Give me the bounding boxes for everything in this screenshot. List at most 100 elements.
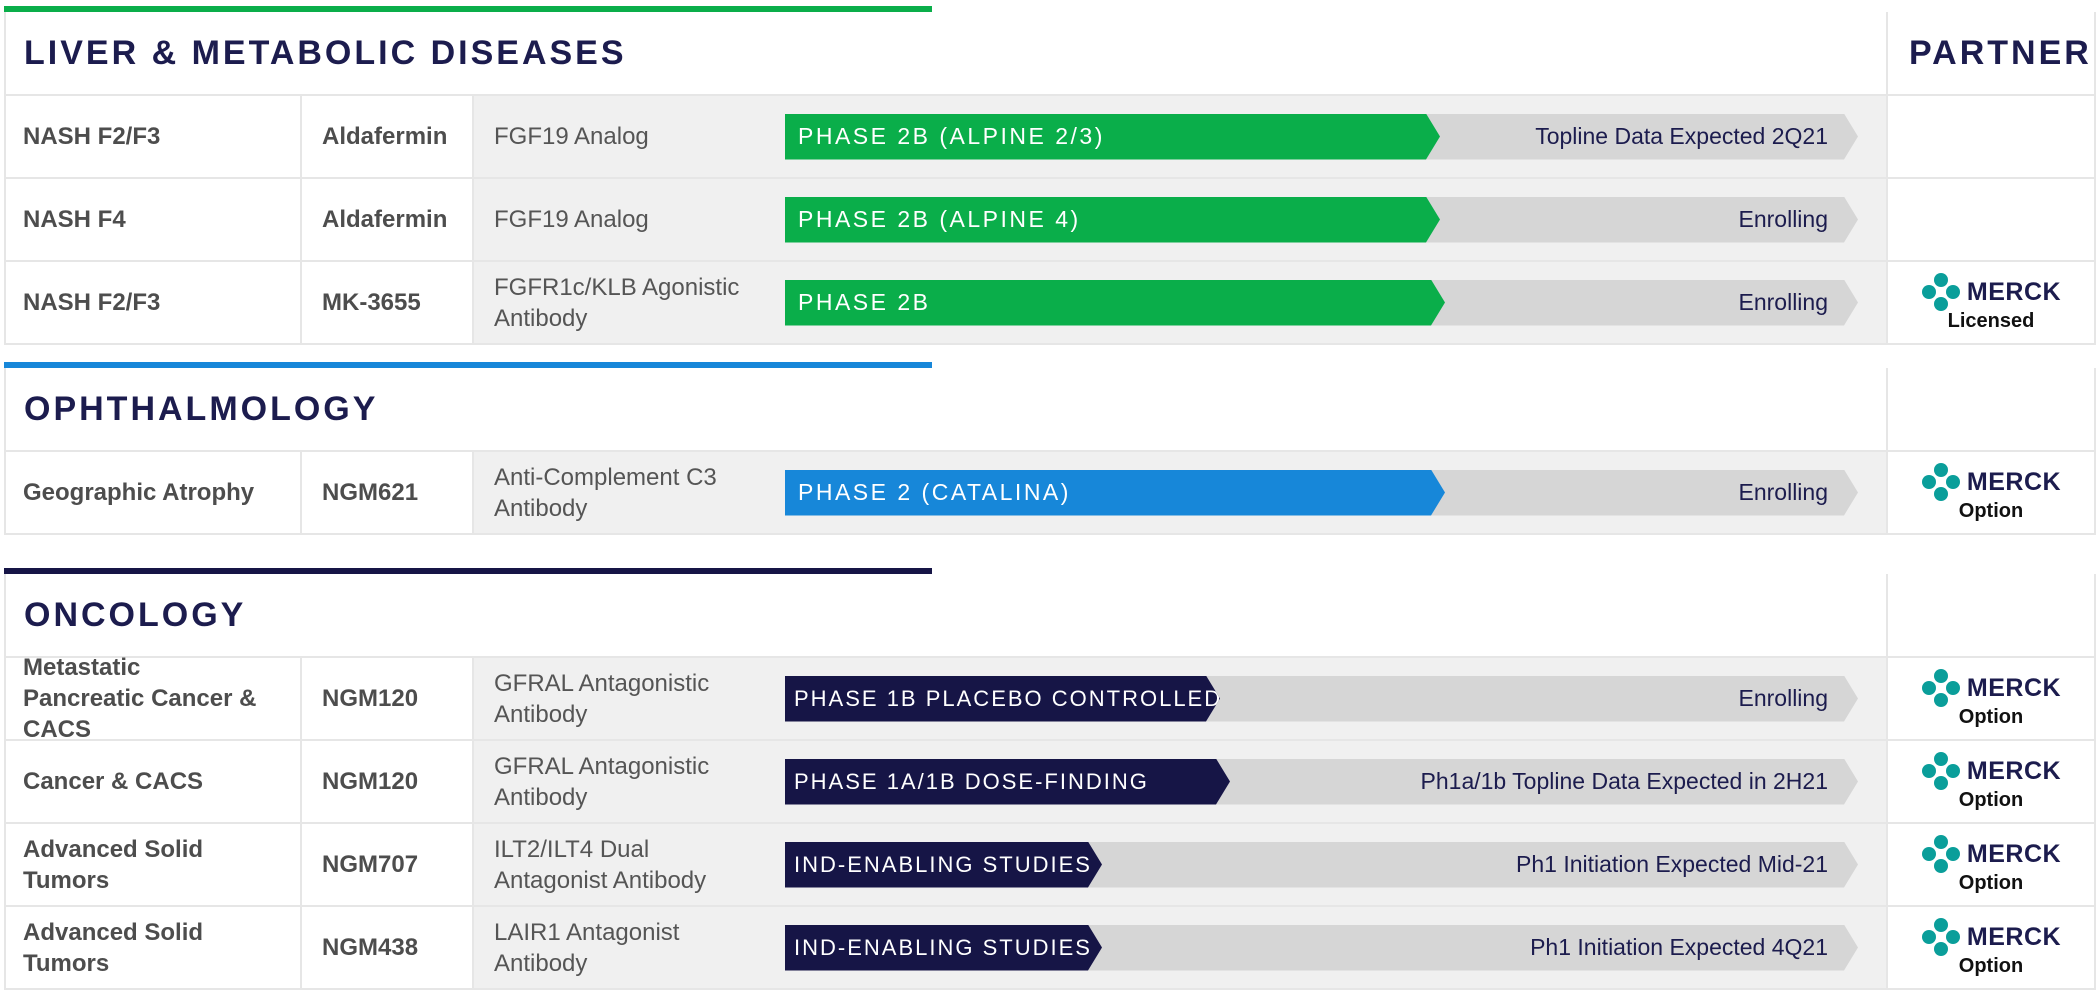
partner-cell: MERCK Option (1886, 452, 2094, 533)
section-accent-bar (4, 362, 932, 368)
partner-cell: MERCK Option (1886, 907, 2094, 988)
indication-cell: NASH F4 (23, 206, 126, 233)
partner-column-header: PARTNER (1909, 34, 2092, 72)
phase-bar: IND-ENABLING STUDIES (785, 925, 1102, 971)
section-title: ONCOLOGY (24, 596, 247, 634)
candidate-cell: Aldafermin (300, 96, 470, 177)
status-note: Ph1a/1b Topline Data Expected in 2H21 (1420, 768, 1828, 794)
progress-area: GFRAL Antagonistic Antibody PHASE 1A/1B D… (472, 741, 1886, 822)
partner-logo: MERCK (1921, 668, 2061, 708)
section-header: LIVER & METABOLIC DISEASES PARTNER (6, 12, 2094, 94)
partner-name: MERCK (1966, 467, 2062, 496)
header-divider (1886, 12, 1888, 94)
phase-track: IND-ENABLING STUDIES Ph1 Initiation Expec… (785, 842, 1858, 888)
partner-name: MERCK (1966, 756, 2062, 785)
phase-track: PHASE 2B Enrolling (785, 280, 1858, 326)
header-divider (1886, 368, 1888, 450)
partner-logo: MERCK (1921, 272, 2061, 312)
progress-area: GFRAL Antagonistic Antibody PHASE 1B PLAC… (472, 658, 1886, 739)
status-note: Ph1 Initiation Expected 4Q21 (1530, 934, 1828, 960)
phase-track: PHASE 2 (CATALINA) Enrolling (785, 470, 1858, 516)
merck-logo-icon (1921, 463, 1960, 501)
merck-logo-icon (1921, 669, 1960, 707)
progress-area: ILT2/ILT4 Dual Antagonist Antibody IND-EN… (472, 824, 1886, 905)
status-note: Topline Data Expected 2Q21 (1535, 123, 1828, 149)
partner-cell: MERCK Option (1886, 824, 2094, 905)
progress-area: Anti-Complement C3 Antibody PHASE 2 (CATA… (472, 452, 1886, 533)
partner-cell: MERCK Option (1886, 658, 2094, 739)
phase-bar: PHASE 1A/1B DOSE-FINDING (785, 759, 1230, 805)
progress-area: FGFR1c/KLB Agonistic Antibody PHASE 2B Enr… (472, 262, 1886, 343)
mechanism-cell: FGFR1c/KLB Agonistic Antibody (494, 273, 740, 332)
status-note: Enrolling (1738, 206, 1828, 232)
section-header: OPHTHALMOLOGY (6, 368, 2094, 450)
merck-logo-icon (1921, 918, 1960, 956)
mechanism-cell: FGF19 Analog (494, 123, 649, 150)
phase-track: PHASE 1B PLACEBO CONTROLLED Enrolling (785, 676, 1858, 722)
partner-logo: MERCK (1921, 917, 2061, 957)
phase-bar: PHASE 2B (785, 280, 1445, 326)
merck-logo-icon (1921, 835, 1960, 873)
pipeline-row: Advanced Solid Tumors NGM438 LAIR1 Antagon… (6, 905, 2094, 988)
pipeline-row: Metastatic Pancreatic Cancer & CACS NGM12… (6, 654, 2094, 743)
pipeline-row: Cancer & CACS NGM120 GFRAL Antagonistic An… (6, 739, 2094, 822)
phase-track: IND-ENABLING STUDIES Ph1 Initiation Expec… (785, 925, 1858, 971)
mechanism-cell: LAIR1 Antagonist Antibody (494, 918, 680, 977)
indication-cell: Geographic Atrophy (23, 479, 255, 506)
partner-cell: MERCK Option (1886, 741, 2094, 822)
progress-area: LAIR1 Antagonist Antibody IND-ENABLING ST… (472, 907, 1886, 988)
candidate-cell: NGM621 (300, 452, 470, 533)
mechanism-cell: FGF19 Analog (494, 206, 649, 233)
candidate-cell: Aldafermin (300, 179, 470, 260)
merck-logo-icon (1921, 273, 1960, 311)
pipeline-row: Advanced Solid Tumors NGM707 ILT2/ILT4 Dua… (6, 822, 2094, 905)
status-note: Ph1 Initiation Expected Mid-21 (1516, 851, 1828, 877)
pipeline-row: NASH F2/F3 MK-3655 FGFR1c/KLB Agonistic An… (6, 260, 2094, 343)
candidate-cell: NGM120 (300, 658, 470, 739)
partner-status: Option (1958, 955, 2024, 977)
mechanism-cell: GFRAL Antagonistic Antibody (494, 669, 710, 728)
partner-cell (1886, 179, 2094, 260)
phase-bar: PHASE 2 (CATALINA) (785, 470, 1445, 516)
pipeline-row: Geographic Atrophy NGM621 Anti-Complement … (6, 450, 2094, 533)
progress-area: FGF19 Analog PHASE 2B (ALPINE 2/3) Topline… (472, 96, 1886, 177)
candidate-cell: MK-3655 (300, 262, 470, 343)
indication-cell: NASH F2/F3 (23, 123, 161, 150)
candidate-cell: NGM120 (300, 741, 470, 822)
phase-track: PHASE 1A/1B DOSE-FINDING Ph1a/1b Topline … (785, 759, 1858, 805)
indication-cell: Advanced Solid Tumors (23, 835, 204, 894)
candidate-cell: NGM438 (300, 907, 470, 988)
partner-name: MERCK (1966, 922, 2062, 951)
candidate-cell: NGM707 (300, 824, 470, 905)
mechanism-cell: GFRAL Antagonistic Antibody (494, 752, 710, 811)
section-header: ONCOLOGY (6, 574, 2094, 656)
section-accent-bar (4, 6, 932, 12)
section-liver-metabolic: LIVER & METABOLIC DISEASES PARTNER NASH … (4, 6, 2096, 345)
partner-status: Option (1958, 706, 2024, 728)
partner-name: MERCK (1966, 277, 2062, 306)
partner-status: Option (1958, 500, 2024, 522)
partner-status: Licensed (1947, 310, 2035, 332)
phase-bar: PHASE 2B (ALPINE 2/3) (785, 114, 1440, 160)
header-divider (1886, 574, 1888, 656)
partner-status: Option (1958, 789, 2024, 811)
partner-cell: MERCK Licensed (1886, 262, 2094, 343)
mechanism-cell: Anti-Complement C3 Antibody (494, 463, 717, 522)
partner-logo: MERCK (1921, 462, 2061, 502)
status-note: Enrolling (1738, 685, 1828, 711)
phase-track: PHASE 2B (ALPINE 2/3) Topline Data Expect… (785, 114, 1858, 160)
section-ophthalmology: OPHTHALMOLOGY Geographic Atrophy NGM621 An… (4, 362, 2096, 535)
pipeline-row: NASH F2/F3 Aldafermin FGF19 Analog PHASE 2B… (6, 94, 2094, 177)
section-title: OPHTHALMOLOGY (24, 390, 379, 428)
indication-cell: NASH F2/F3 (23, 289, 161, 316)
phase-bar: PHASE 2B (ALPINE 4) (785, 197, 1440, 243)
partner-cell (1886, 96, 2094, 177)
indication-cell: Advanced Solid Tumors (23, 918, 204, 977)
progress-area: FGF19 Analog PHASE 2B (ALPINE 4) Enrolling (472, 179, 1886, 260)
partner-logo: MERCK (1921, 751, 2061, 791)
partner-name: MERCK (1966, 839, 2062, 868)
partner-status: Option (1958, 872, 2024, 894)
status-note: Enrolling (1738, 479, 1828, 505)
phase-track: PHASE 2B (ALPINE 4) Enrolling (785, 197, 1858, 243)
indication-cell: Cancer & CACS (23, 768, 204, 795)
